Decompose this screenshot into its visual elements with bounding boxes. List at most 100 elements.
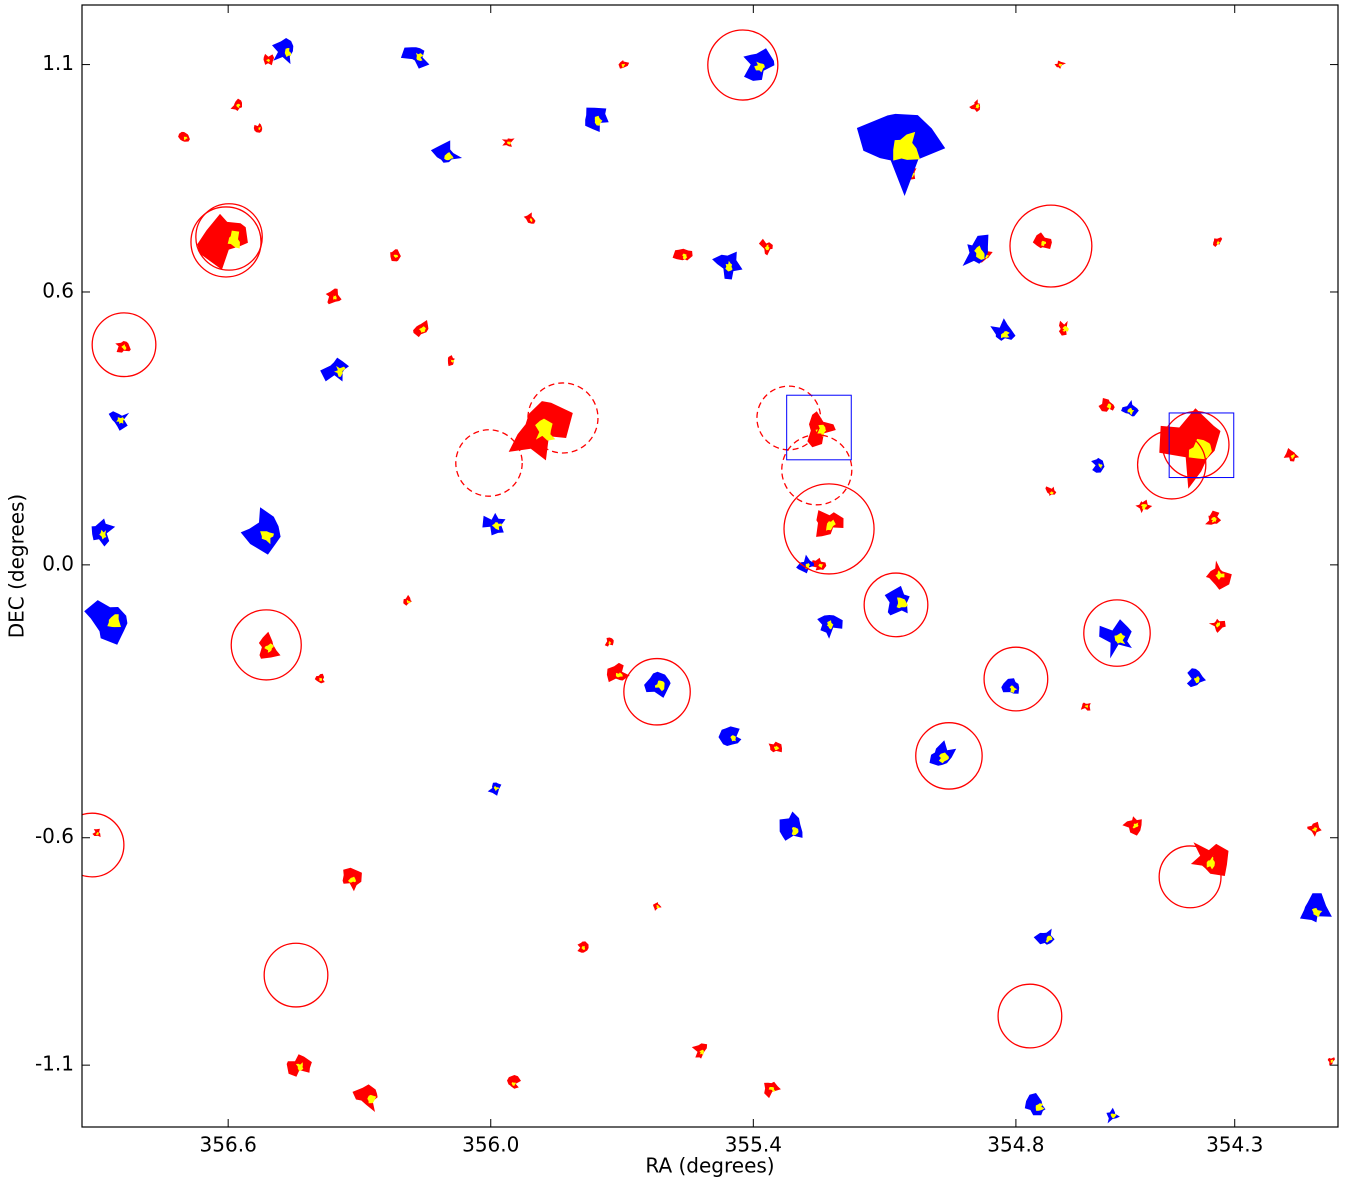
source: [929, 740, 957, 766]
source-shape: [320, 357, 349, 382]
source: [1106, 1107, 1120, 1124]
x-tick-label: 356.6: [200, 1133, 257, 1157]
source: [1080, 702, 1091, 711]
source: [606, 662, 630, 683]
y-tick-label: -1.1: [35, 1052, 74, 1076]
source: [403, 594, 412, 606]
source: [320, 357, 349, 382]
source-highlight: [257, 127, 261, 131]
source-highlight: [284, 48, 292, 58]
source-highlight: [334, 365, 346, 377]
source: [1098, 398, 1115, 412]
source-shape: [1122, 816, 1142, 836]
source-shape: [84, 600, 128, 645]
source-shape: [1300, 893, 1332, 923]
source-highlight: [96, 832, 99, 836]
source: [1300, 893, 1332, 923]
source-shape: [240, 507, 281, 555]
region-circle: [263, 942, 329, 1008]
source: [817, 615, 843, 639]
x-tick-label: 354.3: [1206, 1133, 1263, 1157]
source: [618, 60, 630, 69]
source-shape: [606, 662, 630, 683]
source-highlight: [406, 599, 411, 604]
source: [325, 288, 342, 305]
source-highlight: [444, 152, 454, 161]
source-highlight: [730, 735, 736, 742]
source: [743, 48, 775, 81]
source: [969, 99, 981, 112]
source: [810, 557, 827, 571]
source-highlight: [1041, 240, 1046, 247]
source-highlight: [974, 245, 985, 260]
source-highlight: [725, 260, 733, 272]
x-axis-label: RA (degrees): [645, 1154, 774, 1178]
source-highlight: [818, 563, 823, 568]
source-highlight: [491, 522, 503, 531]
source-highlight: [1330, 1059, 1334, 1063]
source-highlight: [1098, 463, 1103, 469]
source: [197, 213, 248, 270]
source: [1159, 408, 1221, 489]
source-highlight: [1312, 827, 1318, 832]
source-highlight: [594, 115, 603, 126]
source-highlight: [1194, 676, 1200, 684]
source-highlight: [260, 531, 274, 545]
source: [1001, 678, 1020, 694]
source-shape: [197, 213, 248, 270]
source-highlight: [1290, 453, 1295, 459]
source: [1054, 60, 1066, 69]
source-highlight: [1058, 63, 1063, 67]
source: [430, 140, 463, 163]
source: [108, 411, 130, 431]
source: [286, 1054, 312, 1077]
source: [92, 828, 101, 838]
region-circle: [190, 206, 262, 278]
source-highlight: [367, 1094, 377, 1104]
source-shape: [1032, 232, 1052, 249]
source: [413, 320, 429, 338]
y-tick-label: 1.1: [42, 51, 74, 75]
source-shape: [969, 99, 981, 112]
plot-frame: [81, 4, 1339, 1128]
source: [1135, 499, 1153, 514]
source-shape: [507, 1075, 521, 1089]
source-highlight: [319, 677, 323, 682]
source: [91, 518, 116, 547]
source: [691, 1043, 708, 1059]
source-highlight: [266, 58, 270, 63]
source: [577, 941, 589, 953]
source-highlight: [1216, 240, 1221, 245]
region-circle: [82, 812, 125, 878]
source: [768, 741, 782, 753]
source: [1122, 816, 1142, 836]
source: [990, 318, 1016, 341]
source: [1099, 619, 1132, 659]
source-highlight: [699, 1049, 704, 1056]
source-highlight: [121, 344, 127, 351]
source: [523, 212, 536, 224]
source: [501, 138, 515, 147]
source-highlight: [893, 131, 920, 161]
source-highlight: [791, 827, 799, 836]
source: [1327, 1057, 1335, 1066]
source: [764, 1081, 781, 1099]
source: [1208, 618, 1226, 633]
source-highlight: [1215, 622, 1220, 628]
source-shape: [230, 98, 242, 111]
source-highlight: [1132, 822, 1139, 829]
source-highlight: [975, 104, 980, 109]
source-shape: [523, 212, 536, 224]
region-circle: [915, 722, 983, 790]
source-shape: [487, 782, 502, 796]
source-highlight: [99, 529, 107, 540]
source-highlight: [1127, 407, 1135, 415]
source: [779, 811, 803, 841]
region-circle: [781, 434, 853, 506]
source-highlight: [295, 1062, 304, 1072]
x-tick-label: 355.4: [725, 1133, 782, 1157]
x-tick-label: 356.0: [462, 1133, 519, 1157]
source-highlight: [608, 641, 611, 645]
